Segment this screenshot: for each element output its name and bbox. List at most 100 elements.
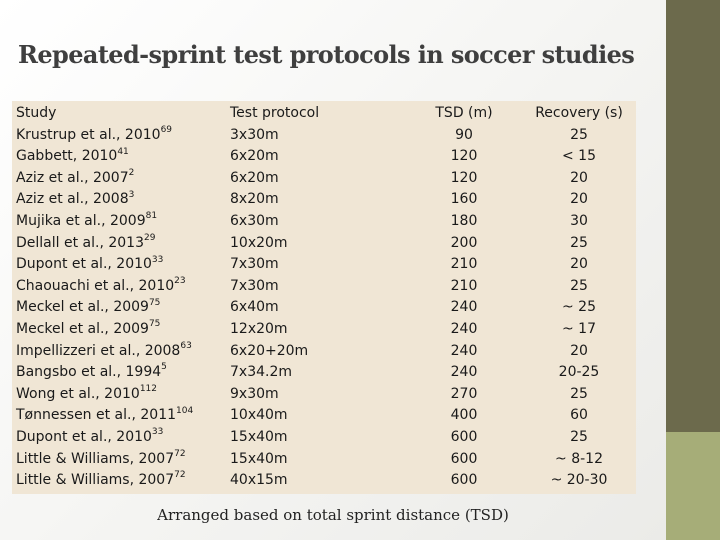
protocol-cell: 15x40m (230, 428, 288, 445)
reference-number: 33 (151, 427, 164, 438)
study-cell: Little & Williams, 200772 (16, 470, 226, 492)
recovery-cell: 20-25 (558, 364, 600, 381)
tsd-cell: 160 (450, 191, 478, 208)
protocol-cell: 40x15m (230, 472, 288, 489)
reference-number: 3 (128, 189, 135, 200)
tsd-cell: 400 (450, 407, 478, 424)
recovery-cell: 25 (570, 234, 588, 251)
slide-title: Repeated-sprint test protocols in soccer… (18, 40, 635, 69)
study-name: Little & Williams, 2007 (16, 450, 175, 467)
tsd-cell: 200 (450, 234, 478, 251)
side-bar-dark (666, 0, 720, 432)
recovery-cell: 25 (570, 428, 588, 445)
study-cell: Dellall et al., 201329 (16, 233, 226, 255)
reference-number: 112 (139, 384, 157, 395)
tsd-header: TSD (m) (435, 105, 493, 121)
tsd-cell: 210 (450, 256, 478, 273)
recovery-cell: 25 (570, 126, 588, 143)
study-cell: Bangsbo et al., 19945 (16, 362, 226, 384)
protocol-cell: 10x40m (230, 407, 288, 424)
table-background (12, 101, 636, 494)
study-name: Meckel et al., 2009 (16, 299, 149, 316)
protocol-cell: 7x30m (230, 277, 279, 294)
protocol-cell: 6x20+20m (230, 342, 309, 359)
recovery-cell: ~ 17 (562, 320, 596, 337)
recovery-cell: 20 (570, 342, 588, 359)
reference-number: 33 (151, 254, 164, 265)
tsd-cell: 240 (450, 364, 478, 381)
study-cell: Aziz et al., 20083 (16, 189, 226, 211)
protocol-cell: 9x30m (230, 385, 279, 402)
protocol-cell: 12x20m (230, 320, 288, 337)
protocol-cell: 7x30m (230, 256, 279, 273)
study-name: Aziz et al., 2007 (16, 169, 129, 186)
protocol-cell: 10x20m (230, 234, 288, 251)
recovery-header: Recovery (s) (535, 105, 623, 121)
tsd-cell: 240 (450, 299, 478, 316)
study-cell: Gabbett, 201041 (16, 146, 226, 168)
study-cell: Meckel et al., 200975 (16, 319, 226, 341)
tsd-cell: 600 (450, 450, 478, 467)
study-name: Dupont et al., 2010 (16, 256, 152, 273)
tsd-cell: 600 (450, 428, 478, 445)
study-name: Meckel et al., 2009 (16, 320, 149, 337)
tsd-cell: 90 (455, 126, 473, 143)
study-cell: Dupont et al., 201033 (16, 427, 226, 449)
study-name: Wong et al., 2010 (16, 385, 140, 402)
reference-number: 75 (148, 319, 161, 330)
study-cell: Wong et al., 2010112 (16, 384, 226, 406)
tsd-column: TSD (m) 90 120 120 160 180 200 210 210 240 240 240… (424, 103, 504, 492)
reference-number: 72 (174, 470, 186, 481)
recovery-column: Recovery (s) 25 < 15 20 20 30 25 20 25 ~ 25 ~ 17 2… (524, 103, 634, 492)
study-cell: Krustrup et al., 201069 (16, 125, 226, 147)
protocol-cell: 15x40m (230, 450, 288, 467)
tsd-cell: 180 (450, 212, 478, 229)
study-name: Impellizzeri et al., 2008 (16, 342, 181, 359)
tsd-cell: 270 (450, 385, 478, 402)
protocol-cell: 7x34.2m (230, 364, 293, 381)
study-name: Dupont et al., 2010 (16, 428, 152, 445)
side-bar-light (666, 432, 720, 540)
recovery-cell: ~ 20-30 (550, 472, 608, 489)
reference-number: 23 (174, 276, 186, 287)
tsd-cell: 240 (450, 320, 478, 337)
study-name: Chaouachi et al., 2010 (16, 277, 175, 294)
study-name: Dellall et al., 2013 (16, 234, 144, 251)
recovery-cell: 20 (570, 256, 588, 273)
reference-number: 5 (161, 362, 167, 373)
reference-number: 63 (180, 340, 192, 351)
study-name: Aziz et al., 2008 (16, 191, 129, 208)
recovery-cell: 25 (570, 385, 588, 402)
study-cell: Dupont et al., 201033 (16, 254, 226, 276)
study-cell: Little & Williams, 200772 (16, 449, 226, 471)
reference-number: 104 (176, 405, 194, 416)
study-cell: Aziz et al., 20072 (16, 168, 226, 190)
protocol-cell: 6x20m (230, 148, 279, 165)
recovery-cell: 60 (570, 407, 588, 424)
recovery-cell: < 15 (562, 148, 596, 165)
reference-number: 2 (128, 168, 135, 179)
footer-note: Arranged based on total sprint distance … (157, 506, 509, 524)
study-column: Study Krustrup et al., 201069 Gabbett, 20… (16, 103, 226, 492)
study-cell: Impellizzeri et al., 200863 (16, 341, 226, 363)
tsd-cell: 600 (450, 472, 478, 489)
tsd-cell: 210 (450, 277, 478, 294)
protocol-header: Test protocol (230, 105, 320, 121)
tsd-cell: 120 (450, 148, 478, 165)
protocol-cell: 6x20m (230, 169, 279, 186)
protocol-cell: 6x30m (230, 212, 279, 229)
reference-number: 75 (148, 297, 161, 308)
study-cell: Chaouachi et al., 201023 (16, 276, 226, 298)
study-name: Bangsbo et al., 1994 (16, 364, 162, 381)
study-name: Little & Williams, 2007 (16, 472, 175, 489)
study-cell: Mujika et al., 200981 (16, 211, 226, 233)
reference-number: 81 (145, 211, 158, 222)
protocol-cell: 6x40m (230, 299, 279, 316)
recovery-cell: ~ 8-12 (555, 450, 603, 467)
study-name: Tønnessen et al., 2011 (16, 407, 177, 424)
study-name: Mujika et al., 2009 (16, 212, 146, 229)
tsd-cell: 120 (450, 169, 478, 186)
study-cell: Meckel et al., 200975 (16, 297, 226, 319)
recovery-cell: 20 (570, 169, 588, 186)
recovery-cell: 30 (570, 212, 588, 229)
